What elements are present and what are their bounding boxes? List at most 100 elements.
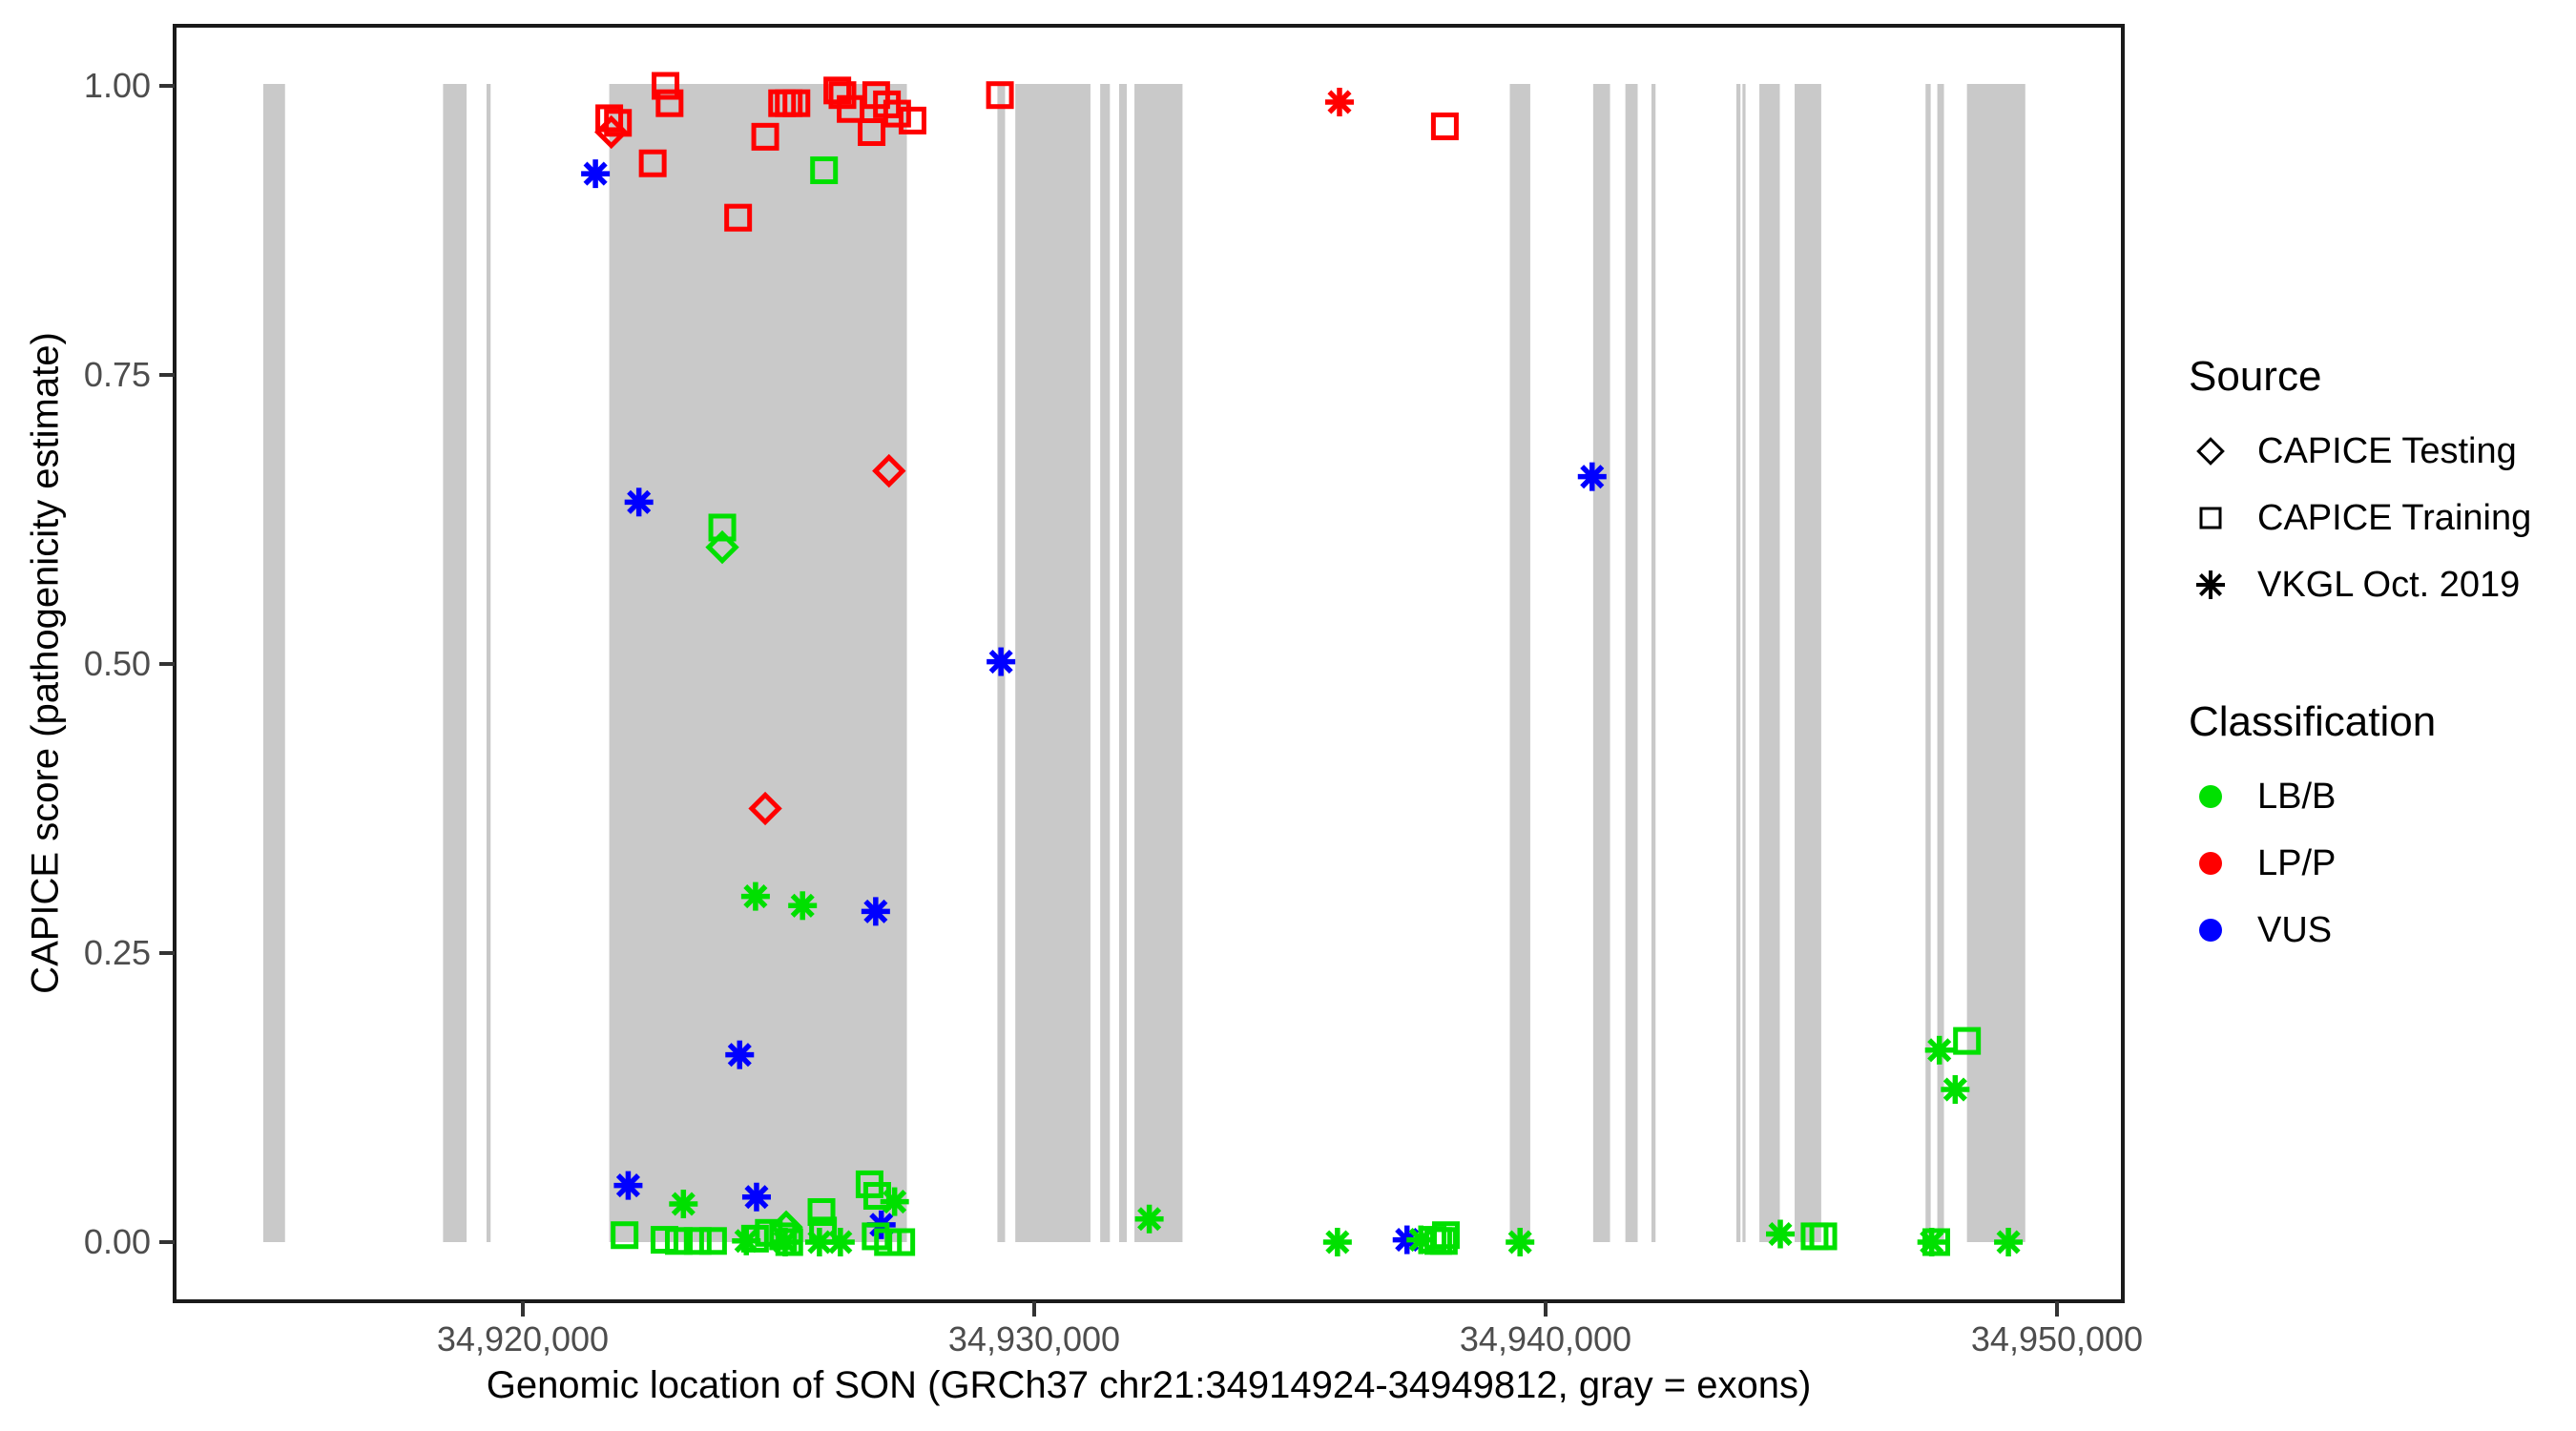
exon-band <box>1100 84 1111 1242</box>
legend-item-label: VKGL Oct. 2019 <box>2257 564 2521 605</box>
data-point <box>872 453 906 488</box>
exon-band <box>486 84 491 1242</box>
data-point <box>652 72 680 100</box>
exon-band <box>1735 84 1741 1242</box>
data-point <box>858 117 886 146</box>
data-point <box>698 1227 727 1255</box>
legend-item-label: CAPICE Training <box>2257 497 2532 538</box>
data-point <box>1577 462 1607 491</box>
blue-dot-icon <box>2189 908 2244 952</box>
asterisk-icon <box>2189 563 2244 607</box>
exon-band <box>262 84 285 1242</box>
data-point <box>861 897 890 926</box>
data-point <box>1506 1228 1535 1256</box>
data-point <box>748 791 782 826</box>
data-point <box>613 1171 643 1200</box>
data-point <box>595 104 624 133</box>
legend-item-lpp: LP/P <box>2189 830 2570 897</box>
exon-band <box>1651 84 1656 1242</box>
exon-band <box>1015 84 1091 1242</box>
exon-band <box>1118 84 1128 1242</box>
data-point <box>581 159 611 189</box>
data-point <box>708 513 737 542</box>
data-point <box>880 1187 909 1216</box>
data-point <box>664 1227 693 1255</box>
data-point <box>828 81 857 110</box>
x-tick-label: 34,920,000 <box>436 1319 610 1358</box>
red-dot-icon <box>2189 841 2244 885</box>
legend-source-title: Source <box>2189 353 2322 400</box>
legend-item-capice-training: CAPICE Training <box>2189 485 2570 551</box>
legend-item-label: LP/P <box>2257 842 2337 883</box>
data-point <box>1953 1027 1982 1055</box>
data-point <box>611 1221 639 1250</box>
exon-band <box>443 84 467 1242</box>
square-icon <box>2189 496 2244 540</box>
legend-item-capice-testing: CAPICE Testing <box>2189 418 2570 485</box>
data-point <box>1430 112 1459 140</box>
data-point <box>669 1190 698 1219</box>
exon-band <box>1925 84 1931 1242</box>
data-point <box>724 203 753 232</box>
data-point <box>986 81 1014 110</box>
data-point <box>1924 1035 1954 1065</box>
exon-band <box>1134 84 1183 1242</box>
legend-classification: Classification LB/B LP/P VUS <box>2189 698 2570 964</box>
exon-band <box>1592 84 1610 1242</box>
data-point <box>725 1040 755 1069</box>
data-point <box>751 122 779 151</box>
data-point <box>705 529 739 565</box>
data-point <box>638 149 667 177</box>
exon-band <box>1937 84 1944 1242</box>
data-point <box>740 881 770 911</box>
data-point <box>655 89 684 117</box>
legend-item-vus: VUS <box>2189 897 2570 964</box>
legend-item-label: CAPICE Testing <box>2257 430 2517 471</box>
data-point <box>1922 1228 1951 1256</box>
exon-band <box>1625 84 1638 1242</box>
data-point <box>837 94 865 123</box>
data-point <box>624 487 654 517</box>
data-point <box>1322 1228 1352 1256</box>
x-tick-label: 34,950,000 <box>1970 1319 2144 1358</box>
data-point <box>650 1226 678 1255</box>
data-point <box>1324 87 1354 116</box>
exon-band <box>1759 84 1780 1242</box>
data-point <box>1431 1221 1460 1250</box>
data-point <box>825 1228 855 1256</box>
data-point <box>1766 1219 1796 1249</box>
y-tick-label: 0.75 <box>83 355 151 394</box>
legend-item-label: LB/B <box>2257 776 2337 817</box>
data-point <box>1941 1075 1970 1105</box>
exon-band <box>609 84 907 1242</box>
x-tick-label: 34,930,000 <box>947 1319 1121 1358</box>
exon-band <box>1509 84 1530 1242</box>
x-tick-label: 34,940,000 <box>1459 1319 1632 1358</box>
data-point <box>887 1228 916 1256</box>
data-point <box>788 891 818 921</box>
diamond-icon <box>2189 429 2244 473</box>
data-point <box>594 114 629 150</box>
green-dot-icon <box>2189 775 2244 819</box>
data-point <box>683 1227 712 1255</box>
legend-item-vkgl: VKGL Oct. 2019 <box>2189 551 2570 618</box>
exon-band <box>1795 84 1821 1242</box>
data-point <box>741 1182 771 1212</box>
y-tick-label: 1.00 <box>83 66 151 105</box>
y-tick-label: 0.25 <box>83 933 151 972</box>
legend-item-lbb: LB/B <box>2189 763 2570 830</box>
legend-classification-title: Classification <box>2189 698 2437 745</box>
y-tick-label: 0.50 <box>83 644 151 683</box>
x-axis-title: Genomic location of SON (GRCh37 chr21:34… <box>486 1364 1812 1406</box>
legend-source: Source CAPICE Testing CAPICE Training <box>2189 353 2570 618</box>
data-point <box>782 89 811 117</box>
exon-band <box>1966 84 2025 1242</box>
data-point <box>1809 1222 1838 1251</box>
data-point <box>1994 1228 2024 1256</box>
data-point <box>883 99 911 128</box>
data-point <box>898 106 926 135</box>
data-point <box>1134 1204 1164 1234</box>
exon-band <box>1742 84 1746 1242</box>
